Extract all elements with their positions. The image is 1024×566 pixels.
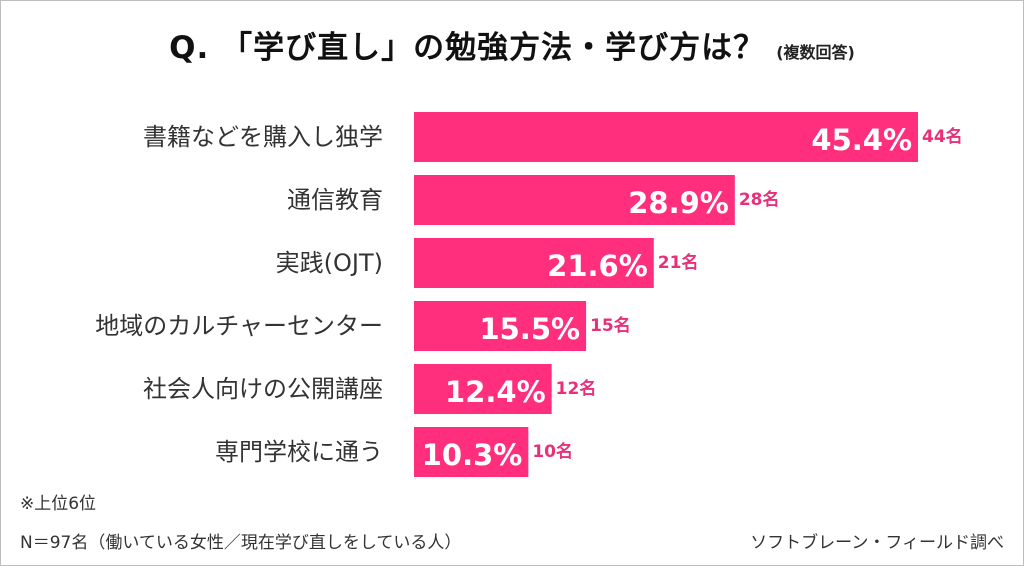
title-area: Q. 「学び直し」の勉強方法・学び方は？ (複数回答) bbox=[0, 22, 1024, 67]
source-credit: ソフトブレーン・フィールド調べ bbox=[750, 533, 1004, 553]
value-label-2: 28.9% bbox=[628, 186, 729, 220]
count-label-1: 44名 bbox=[922, 126, 963, 147]
footnote-sample: N＝97名（働いている女性／現在学び直しをしている人） bbox=[20, 533, 462, 553]
bar-2 bbox=[414, 175, 735, 225]
category-label-1: 書籍などを購入し独学 bbox=[143, 123, 383, 151]
value-label-3: 21.6% bbox=[547, 249, 648, 283]
count-label-2: 28名 bbox=[739, 189, 780, 210]
bar-6 bbox=[414, 427, 529, 477]
bar-3 bbox=[414, 238, 654, 288]
bar-4 bbox=[414, 301, 587, 351]
value-label-5: 12.4% bbox=[445, 375, 546, 409]
category-label-5: 社会人向けの公開講座 bbox=[143, 375, 383, 403]
value-label-4: 15.5% bbox=[479, 312, 580, 346]
count-label-4: 15名 bbox=[590, 315, 631, 336]
footnote-rank: ※上位6位 bbox=[20, 494, 97, 514]
count-label-6: 10名 bbox=[532, 441, 573, 462]
bar-1 bbox=[414, 112, 918, 162]
count-label-3: 21名 bbox=[658, 252, 699, 273]
count-label-5: 12名 bbox=[556, 378, 597, 399]
category-label-3: 実践(OJT) bbox=[276, 249, 383, 277]
bar-5 bbox=[414, 364, 552, 414]
value-label-6: 10.3% bbox=[422, 438, 523, 472]
category-label-4: 地域のカルチャーセンター bbox=[95, 312, 383, 340]
category-label-6: 専門学校に通う bbox=[215, 438, 383, 466]
category-label-2: 通信教育 bbox=[287, 186, 383, 214]
value-label-1: 45.4% bbox=[811, 123, 912, 157]
chart-title: Q. 「学び直し」の勉強方法・学び方は？ bbox=[169, 30, 766, 66]
chart-subtitle: (複数回答) bbox=[776, 43, 855, 62]
